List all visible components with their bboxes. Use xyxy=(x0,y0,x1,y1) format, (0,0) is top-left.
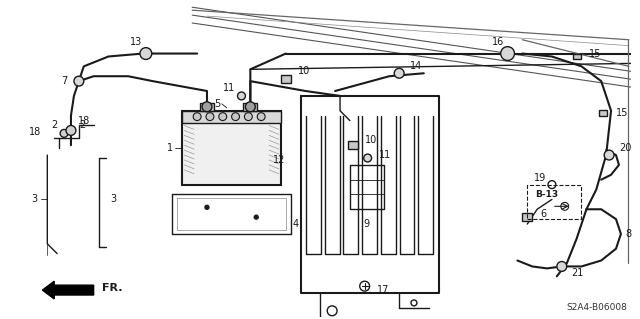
Text: 16: 16 xyxy=(492,37,504,47)
Text: 15: 15 xyxy=(589,48,602,59)
Bar xyxy=(182,111,281,122)
Circle shape xyxy=(500,47,515,60)
Circle shape xyxy=(66,125,76,135)
Text: 18: 18 xyxy=(77,115,90,126)
Circle shape xyxy=(193,113,201,121)
Bar xyxy=(281,75,291,83)
Circle shape xyxy=(237,92,245,100)
Circle shape xyxy=(60,130,68,137)
Circle shape xyxy=(205,205,209,209)
Text: 2: 2 xyxy=(79,121,85,130)
Circle shape xyxy=(140,48,152,59)
Text: 15: 15 xyxy=(616,108,628,118)
Circle shape xyxy=(245,102,255,112)
Bar xyxy=(522,213,532,221)
Text: 10: 10 xyxy=(365,135,377,145)
Text: 6: 6 xyxy=(540,209,546,219)
Text: 2: 2 xyxy=(51,121,58,130)
Text: 14: 14 xyxy=(410,61,422,71)
Bar xyxy=(527,185,582,219)
Text: S2A4-B06008: S2A4-B06008 xyxy=(566,303,628,312)
Bar xyxy=(182,111,281,185)
Text: 19: 19 xyxy=(534,173,546,183)
Circle shape xyxy=(557,262,566,271)
Text: 7: 7 xyxy=(61,76,67,86)
Text: B-13: B-13 xyxy=(535,190,558,199)
Circle shape xyxy=(604,150,614,160)
Circle shape xyxy=(394,68,404,78)
Circle shape xyxy=(254,215,258,219)
Text: FR.: FR. xyxy=(102,283,122,293)
Circle shape xyxy=(74,76,84,86)
Text: 21: 21 xyxy=(572,268,584,278)
Circle shape xyxy=(219,113,227,121)
Text: 4: 4 xyxy=(292,219,299,229)
Text: 10: 10 xyxy=(298,66,310,76)
Circle shape xyxy=(257,113,265,121)
Bar xyxy=(348,141,358,149)
Text: 3: 3 xyxy=(31,194,38,204)
Circle shape xyxy=(206,113,214,121)
Bar xyxy=(573,54,580,59)
Text: 9: 9 xyxy=(364,219,370,229)
Text: 11: 11 xyxy=(378,150,390,160)
Bar xyxy=(243,103,257,111)
Bar xyxy=(200,103,214,111)
Text: 17: 17 xyxy=(376,285,389,295)
Circle shape xyxy=(232,113,239,121)
Circle shape xyxy=(202,102,212,112)
Circle shape xyxy=(244,113,252,121)
Text: 1: 1 xyxy=(166,143,173,153)
Text: 3: 3 xyxy=(110,194,116,204)
Text: 5: 5 xyxy=(214,99,220,109)
Text: 13: 13 xyxy=(130,37,142,47)
FancyArrow shape xyxy=(42,281,93,299)
Text: 20: 20 xyxy=(619,143,631,153)
Text: 11: 11 xyxy=(223,83,235,93)
Text: 8: 8 xyxy=(626,229,632,239)
Circle shape xyxy=(364,154,372,162)
Text: 12: 12 xyxy=(273,155,286,165)
Text: 18: 18 xyxy=(29,127,42,137)
Bar xyxy=(599,110,607,116)
